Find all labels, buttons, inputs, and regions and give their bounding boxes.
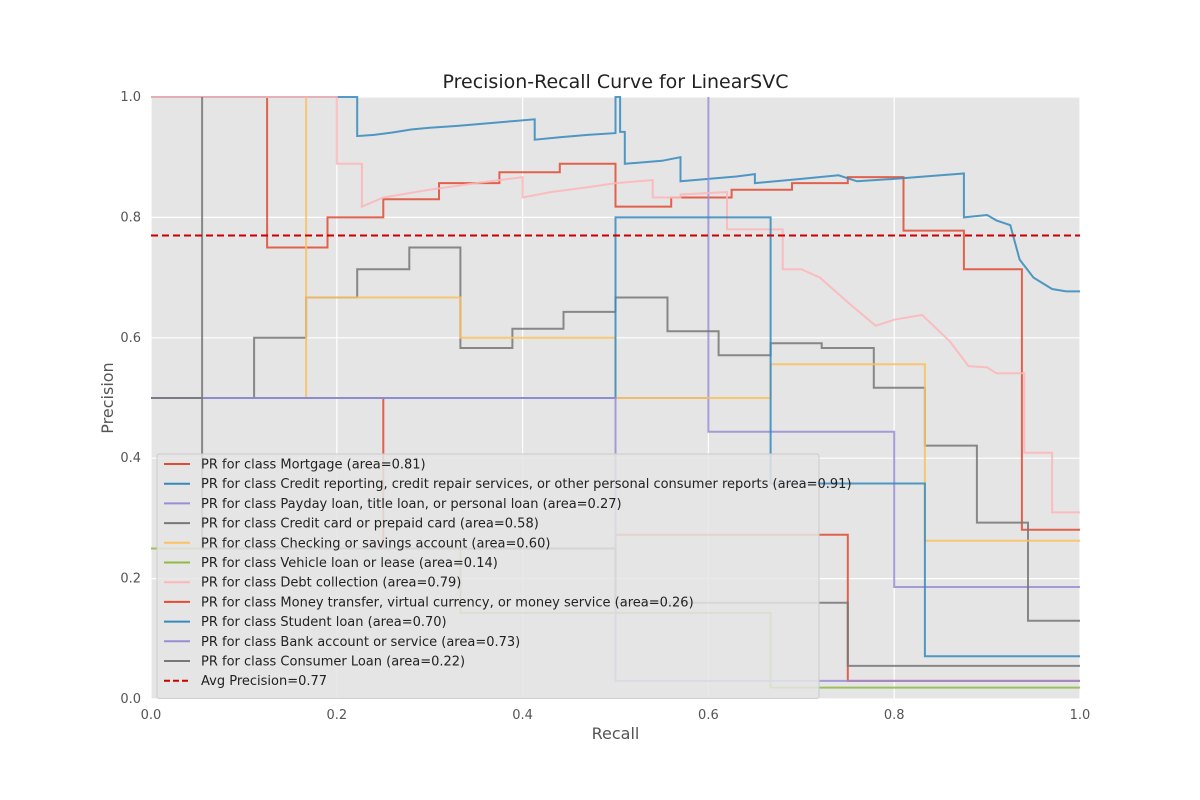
legend-label: PR for class Money transfer, virtual cur… (201, 595, 694, 610)
x-tick-label: 0.4 (512, 708, 533, 723)
x-axis-label: Recall (592, 724, 640, 743)
legend-label: PR for class Vehicle loan or lease (area… (201, 556, 498, 571)
y-tick-label: 0.6 (120, 331, 141, 346)
x-tick-label: 0.6 (698, 708, 719, 723)
y-tick-label: 0.2 (120, 572, 141, 587)
x-tick-label: 0.2 (326, 708, 347, 723)
legend-label: PR for class Credit card or prepaid card… (201, 517, 539, 532)
legend-label: Avg Precision=0.77 (201, 674, 327, 689)
legend-label: PR for class Checking or savings account… (201, 536, 550, 551)
legend-label: PR for class Student loan (area=0.70) (201, 615, 447, 630)
series-line-1 (151, 96, 1080, 531)
legend-label: PR for class Debt collection (area=0.79) (201, 576, 461, 591)
legend-label: PR for class Consumer Loan (area=0.22) (201, 655, 465, 670)
x-axis-ticks: 0.0 0.2 0.4 0.6 0.8 1.0 (141, 708, 1091, 723)
x-tick-label: 0.0 (141, 708, 162, 723)
y-tick-label: 0.8 (120, 210, 141, 225)
legend-box (156, 453, 820, 699)
y-tick-label: 1.0 (120, 90, 141, 105)
y-tick-label: 0.4 (120, 451, 141, 466)
x-tick-label: 1.0 (1070, 708, 1091, 723)
legend-label: PR for class Credit reporting, credit re… (201, 477, 852, 492)
x-tick-label: 0.8 (884, 708, 905, 723)
series-line-9 (151, 216, 1080, 658)
legend: PR for class Mortgage (area=0.81) PR for … (156, 453, 852, 699)
series-line-7 (151, 96, 1080, 514)
y-axis-ticks: 0.0 0.2 0.4 0.6 0.8 1.0 (120, 90, 141, 707)
series-line-2 (151, 96, 1080, 293)
legend-label: PR for class Payday loan, title loan, or… (201, 497, 622, 512)
y-axis-label: Precision (98, 362, 117, 433)
y-tick-label: 0.0 (120, 692, 141, 707)
legend-label: PR for class Bank account or service (ar… (201, 635, 520, 650)
chart-title: Precision-Recall Curve for LinearSVC (443, 71, 789, 93)
legend-label: PR for class Mortgage (area=0.81) (201, 458, 426, 473)
